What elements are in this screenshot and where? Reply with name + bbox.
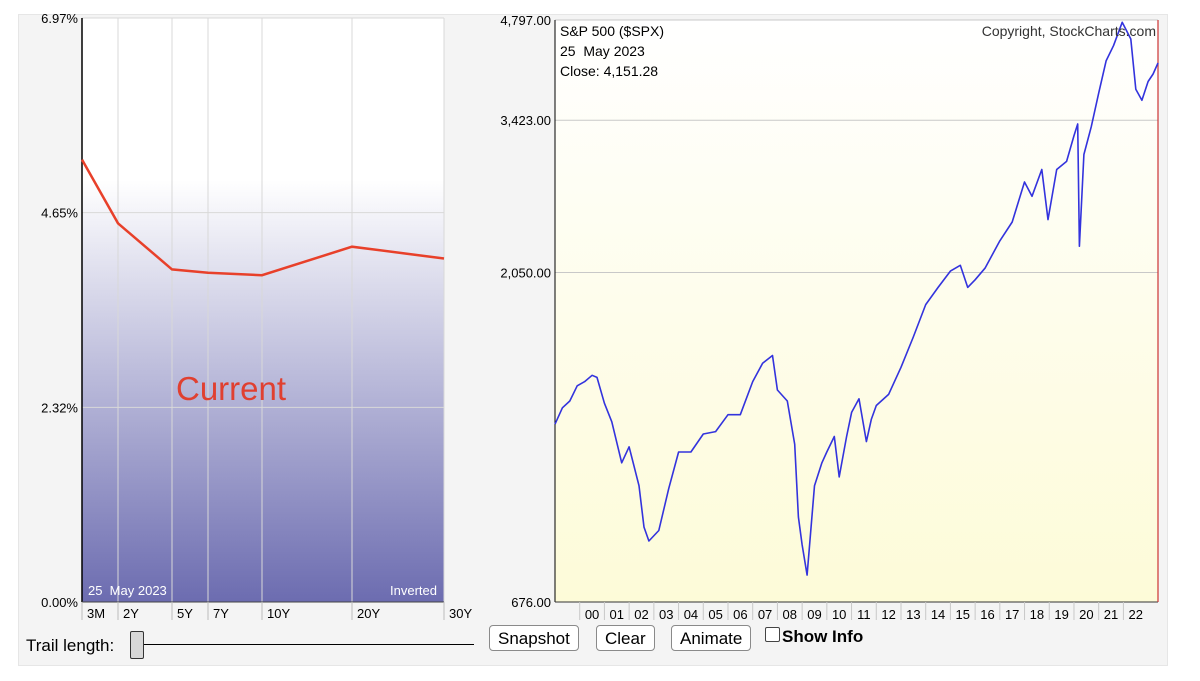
current-annotation: Current: [176, 370, 286, 407]
sp500-date: 25 May 2023: [560, 43, 645, 59]
yield-x-tick-label: 3M: [87, 606, 105, 621]
yield-curve-date: 25 May 2023: [88, 583, 167, 598]
yield-x-tick-label: 10Y: [267, 606, 290, 621]
yield-x-tick-label: 2Y: [123, 606, 139, 621]
yield-y-tick-label: 0.00%: [41, 595, 78, 610]
sp-x-tick-label: 09: [807, 607, 821, 622]
show-info-label: Show Info: [782, 627, 864, 646]
yield-curve-chart: 0.00% 2.32% 4.65% 6.97% 3M 2Y 5Y 7Y 10Y 20Y 30Y C…: [41, 11, 472, 621]
sp500-close: Close: 4,151.28: [560, 63, 658, 79]
clear-button[interactable]: Clear: [596, 625, 655, 651]
sp-x-tick-label: 01: [610, 607, 624, 622]
sp-x-tick-label: 07: [758, 607, 772, 622]
sp-x-tick-label: 21: [1104, 607, 1118, 622]
yield-curve-line: [80, 158, 445, 277]
sp-x-tick-label: 00: [585, 607, 599, 622]
sp-x-tick-label: 10: [832, 607, 846, 622]
sp-y-tick-label: 3,423.00: [500, 113, 551, 128]
yield-x-tick-label: 5Y: [177, 606, 193, 621]
sp-x-tick-label: 19: [1054, 607, 1068, 622]
yield-x-tick-label: 30Y: [449, 606, 472, 621]
sp500-price-line: [554, 21, 1159, 576]
sp-x-tick-label: 02: [634, 607, 648, 622]
yield-y-tick-label: 2.32%: [41, 400, 78, 415]
inverted-label: Inverted: [390, 583, 437, 598]
sp-x-tick-label: 04: [684, 607, 698, 622]
trail-length-track[interactable]: [130, 644, 474, 645]
sp-y-tick-label: 4,797.00: [500, 13, 551, 28]
sp-x-tick-label: 11: [857, 607, 871, 622]
sp-x-tick-label: 03: [659, 607, 673, 622]
sp-x-tick-label: 12: [881, 607, 895, 622]
sp-x-tick-label: 17: [1005, 607, 1019, 622]
sp-x-tick-label: 13: [906, 607, 920, 622]
trail-length-slider-handle[interactable]: [130, 631, 144, 659]
sp-x-tick-label: 18: [1030, 607, 1044, 622]
yield-y-tick-label: 4.65%: [41, 206, 78, 221]
sp500-title: S&P 500 ($SPX): [560, 23, 664, 39]
sp-x-tick-label: 22: [1129, 607, 1143, 622]
yield-x-tick-label: 7Y: [213, 606, 229, 621]
sp-x-tick-label: 05: [708, 607, 722, 622]
sp-y-tick-label: 676.00: [511, 595, 551, 610]
snapshot-button[interactable]: Snapshot: [489, 625, 579, 651]
yield-y-tick-label: 6.97%: [41, 11, 78, 26]
yield-x-tick-label: 20Y: [357, 606, 380, 621]
sp-y-tick-label: 2,050.00: [500, 266, 551, 281]
sp-x-tick-label: 15: [956, 607, 970, 622]
show-info-checkbox[interactable]: [765, 627, 780, 642]
sp-x-tick-label: 14: [931, 607, 945, 622]
trail-length-label: Trail length:: [26, 636, 115, 655]
sp500-chart: 676.00 2,050.00 3,423.00 4,797.00 00 01 02 03 0…: [500, 13, 1159, 622]
sp-x-tick-label: 20: [1079, 607, 1093, 622]
sp-x-tick-label: 16: [980, 607, 994, 622]
sp-x-tick-label: 06: [733, 607, 747, 622]
animate-button[interactable]: Animate: [671, 625, 752, 651]
sp-x-tick-label: 08: [783, 607, 797, 622]
copyright-text: Copyright, StockCharts.com: [982, 23, 1156, 39]
